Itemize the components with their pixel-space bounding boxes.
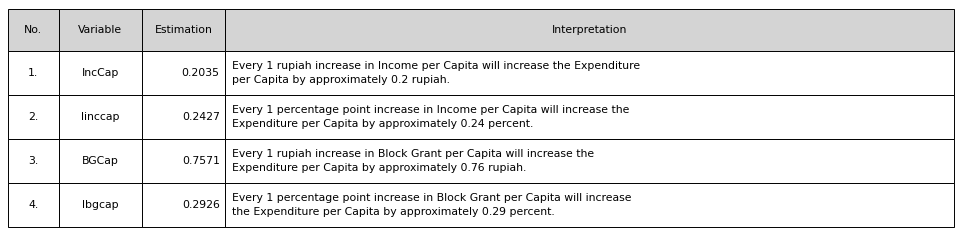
Bar (225, 183, 953, 227)
Bar (142, 139, 225, 183)
Text: 3.: 3. (28, 156, 38, 166)
Text: Every 1 rupiah increase in Income per Capita will increase the Expenditure
per C: Every 1 rupiah increase in Income per Ca… (232, 61, 640, 85)
Bar (225, 95, 953, 139)
Bar (59, 9, 142, 51)
Bar (8, 183, 59, 227)
Text: lbgcap: lbgcap (82, 200, 118, 210)
Bar (8, 139, 59, 183)
Text: 0.2035: 0.2035 (182, 68, 219, 78)
Bar (142, 51, 225, 95)
Text: 0.2427: 0.2427 (182, 112, 219, 122)
Text: Every 1 percentage point increase in Block Grant per Capita will increase
the Ex: Every 1 percentage point increase in Blo… (232, 193, 631, 217)
Bar (142, 95, 225, 139)
Bar (225, 51, 953, 95)
Text: No.: No. (24, 25, 42, 35)
Text: Variable: Variable (78, 25, 122, 35)
Text: Estimation: Estimation (155, 25, 212, 35)
Bar (59, 95, 142, 139)
Bar (59, 139, 142, 183)
Bar (225, 139, 953, 183)
Text: Interpretation: Interpretation (552, 25, 627, 35)
Text: BGCap: BGCap (82, 156, 119, 166)
Text: IncCap: IncCap (82, 68, 119, 78)
Bar (8, 51, 59, 95)
Bar (59, 183, 142, 227)
Bar (8, 95, 59, 139)
Text: linccap: linccap (81, 112, 119, 122)
Text: 2.: 2. (28, 112, 38, 122)
Text: Every 1 percentage point increase in Income per Capita will increase the
Expendi: Every 1 percentage point increase in Inc… (232, 105, 628, 129)
Text: 0.2926: 0.2926 (182, 200, 219, 210)
Text: Every 1 rupiah increase in Block Grant per Capita will increase the
Expenditure : Every 1 rupiah increase in Block Grant p… (232, 149, 594, 173)
Text: 0.7571: 0.7571 (182, 156, 219, 166)
Text: 1.: 1. (28, 68, 38, 78)
Bar (59, 51, 142, 95)
Bar (225, 9, 953, 51)
Bar (142, 183, 225, 227)
Text: 4.: 4. (28, 200, 38, 210)
Bar (8, 9, 59, 51)
Bar (142, 9, 225, 51)
